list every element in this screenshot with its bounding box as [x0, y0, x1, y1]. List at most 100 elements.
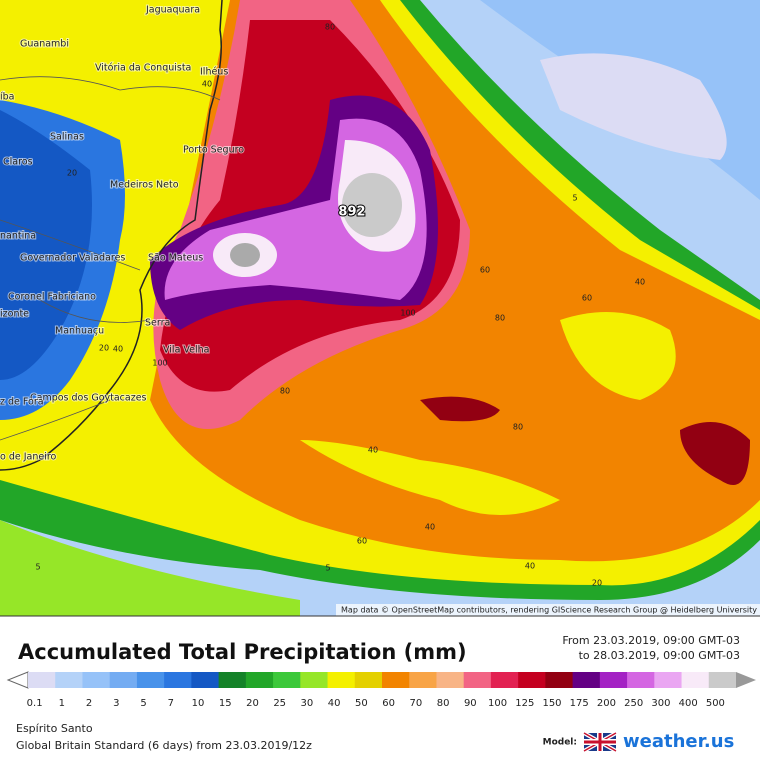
scale-label: 50	[355, 698, 368, 709]
contour-label: 60	[357, 537, 367, 546]
city-labels: Jaguaquara Guanambi Vitória da Conquista…	[0, 4, 245, 464]
contour-label: 40	[525, 562, 535, 571]
scale-label: 7	[168, 698, 174, 709]
scale-swatch	[136, 672, 165, 688]
city: Salinas	[50, 132, 84, 143]
contour-label: 40	[635, 278, 645, 287]
contour-label: 5	[35, 563, 40, 572]
scale-label: 25	[273, 698, 286, 709]
scale-label: 20	[246, 698, 259, 709]
scale-label: 400	[679, 698, 698, 709]
legend-title: Accumulated Total Precipitation (mm)	[18, 640, 467, 664]
scale-label: 3	[113, 698, 119, 709]
scale-label: 30	[301, 698, 314, 709]
scale-label: 125	[515, 698, 534, 709]
scale-swatch	[164, 672, 192, 688]
city: Campos dos Goytacazes	[30, 393, 147, 404]
field	[420, 0, 760, 200]
model-line: Global Britain Standard (6 days) from 23…	[16, 739, 312, 752]
contour-label: 40	[202, 80, 212, 89]
contour-label: 60	[480, 266, 490, 275]
city: Porto Seguro	[183, 145, 244, 156]
brand: weather.us	[623, 731, 734, 752]
contour-label: 80	[513, 423, 523, 432]
attribution: Map data © OpenStreetMap contributors, r…	[341, 606, 757, 615]
scale-label: 500	[706, 698, 725, 709]
contour-labels: 80 40 20 892 5 60 40 60 100 80 40 100 80…	[35, 23, 645, 588]
scale-swatch	[490, 672, 519, 688]
scale-label: 2	[86, 698, 92, 709]
field	[230, 243, 260, 267]
flag	[583, 731, 617, 753]
city: Jaguaquara	[145, 5, 200, 16]
contour-label: 20	[99, 344, 109, 353]
scale-swatch	[599, 672, 628, 688]
scale-swatch	[463, 672, 492, 688]
scale-label: 40	[328, 698, 341, 709]
scale-swatch	[518, 672, 546, 688]
field	[342, 173, 402, 237]
contour-label: 40	[368, 446, 378, 455]
scale-swatch	[218, 672, 247, 688]
city: o de Janeiro	[0, 452, 57, 463]
scale-swatch	[627, 672, 655, 688]
contour-label: 40	[113, 345, 123, 354]
attribution-bg	[336, 604, 760, 616]
scale-arrow-left	[6, 671, 29, 689]
contour-label: 80	[325, 23, 335, 32]
city: Guanambi	[20, 39, 69, 50]
scale-swatch	[300, 672, 329, 688]
scale-swatch	[354, 672, 383, 688]
scale-swatch	[191, 672, 220, 688]
contour-label: 5	[572, 194, 577, 203]
scale-label: 70	[409, 698, 422, 709]
scale-swatch	[409, 672, 437, 688]
scale-swatch	[436, 672, 465, 688]
scale-label: 100	[488, 698, 507, 709]
field	[540, 53, 727, 161]
field	[420, 396, 500, 422]
scale-label: 10	[192, 698, 205, 709]
scale-swatch	[327, 672, 356, 688]
field	[560, 312, 676, 400]
scale-label: 175	[570, 698, 589, 709]
scale-label: 80	[437, 698, 450, 709]
scale-swatch	[273, 672, 301, 688]
scale-label: 200	[597, 698, 616, 709]
city: Governador Valadares	[20, 253, 125, 264]
scale-label: 300	[651, 698, 670, 709]
scale-swatch	[681, 672, 710, 688]
city: nantina	[0, 231, 36, 242]
model-label: Model:	[543, 738, 577, 748]
city: Ilhéus	[200, 67, 228, 78]
scale-swatch	[708, 672, 737, 688]
scale-label: 250	[624, 698, 643, 709]
contour-label: 20	[67, 169, 77, 178]
scale-swatch	[109, 672, 138, 688]
region: Espírito Santo	[16, 722, 93, 735]
city: Medeiros Neto	[110, 180, 179, 191]
city: Coronel Fabriciano	[8, 292, 96, 303]
scale-swatch	[28, 672, 56, 688]
scale-label: 90	[464, 698, 477, 709]
contour-label: 80	[495, 314, 505, 323]
contour-label: 80	[280, 387, 290, 396]
scale-swatch	[572, 672, 601, 688]
contour-label: 5	[325, 564, 330, 573]
scale-label: 0.1	[27, 698, 43, 709]
period-from: From 23.03.2019, 09:00 GMT-03	[562, 634, 740, 647]
color-scale: 0.1 1 2 3 5 7 10 15 20 25 30 40 50 60 70 80 90 100 125 150 1…	[6, 671, 756, 709]
contour-label: 20	[592, 579, 602, 588]
scale-label: 1	[59, 698, 65, 709]
contour-label: 60	[582, 294, 592, 303]
scale-swatch	[382, 672, 410, 688]
scale-label: 5	[140, 698, 146, 709]
scale-swatch	[654, 672, 683, 688]
scale-swatch	[82, 672, 111, 688]
period-to: to 28.03.2019, 09:00 GMT-03	[579, 649, 740, 662]
scale-label: 15	[219, 698, 232, 709]
coastline	[0, 0, 223, 471]
scale-label: 150	[542, 698, 561, 709]
